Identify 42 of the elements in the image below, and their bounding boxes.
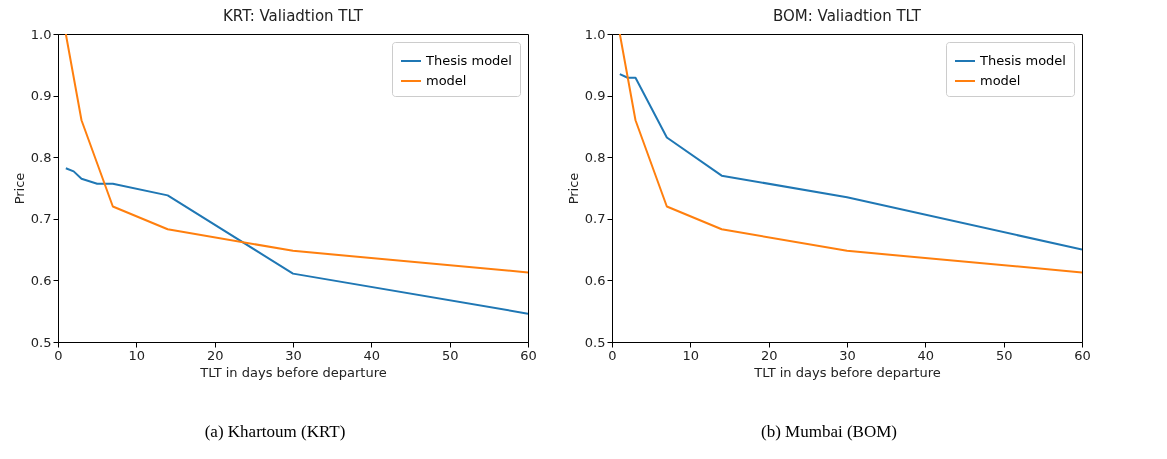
x-tick-label: 10 xyxy=(682,347,700,363)
text: (b) Mumbai (BOM) xyxy=(761,422,897,442)
y-tick-label: 0.7 xyxy=(30,211,52,227)
y-tick-label: 0.6 xyxy=(30,272,52,288)
y-tick-label: 0.5 xyxy=(30,334,52,350)
legend-label: model xyxy=(980,73,1021,88)
x-tick-label: 60 xyxy=(1074,347,1091,363)
legend-label: Thesis model xyxy=(425,53,512,68)
y-tick-label: 0.8 xyxy=(30,149,52,165)
text: (a) Khartoum (KRT) xyxy=(204,422,346,442)
y-tick-label: 1.0 xyxy=(584,26,606,42)
line-series xyxy=(618,73,1082,251)
line-series xyxy=(618,34,1082,274)
x-axis-title: TLT in days before departure xyxy=(199,364,387,380)
legend-label: model xyxy=(426,73,467,88)
legend-label: Thesis model xyxy=(979,53,1066,68)
chart-title: BOM: Valiadtion TLT xyxy=(772,7,922,25)
y-tick-label: 0.8 xyxy=(584,149,606,165)
y-tick-label: 0.9 xyxy=(30,88,52,104)
chart-title: KRT: Valiadtion TLT xyxy=(223,7,364,25)
x-tick-label: 40 xyxy=(363,347,381,363)
x-tick-label: 0 xyxy=(608,347,617,363)
x-tick-label: 60 xyxy=(520,347,537,363)
y-tick-label: 0.5 xyxy=(584,334,606,350)
x-tick-label: 50 xyxy=(441,347,459,363)
x-tick-label: 0 xyxy=(54,347,63,363)
y-axis-title: Price xyxy=(11,172,27,205)
line-series xyxy=(64,167,528,315)
x-tick-label: 10 xyxy=(128,347,146,363)
y-tick-label: 1.0 xyxy=(30,26,52,42)
x-tick-label: 40 xyxy=(917,347,935,363)
x-axis-title: TLT in days before departure xyxy=(753,364,941,380)
y-tick-label: 0.7 xyxy=(584,211,606,227)
y-tick-label: 0.6 xyxy=(584,272,606,288)
line-series xyxy=(64,34,528,274)
y-tick-label: 0.9 xyxy=(584,88,606,104)
x-tick-label: 20 xyxy=(760,347,778,363)
x-tick-label: 50 xyxy=(995,347,1013,363)
x-tick-label: 30 xyxy=(839,347,856,363)
y-axis-title: Price xyxy=(565,172,581,205)
x-tick-label: 30 xyxy=(285,347,302,363)
x-tick-label: 20 xyxy=(206,347,224,363)
